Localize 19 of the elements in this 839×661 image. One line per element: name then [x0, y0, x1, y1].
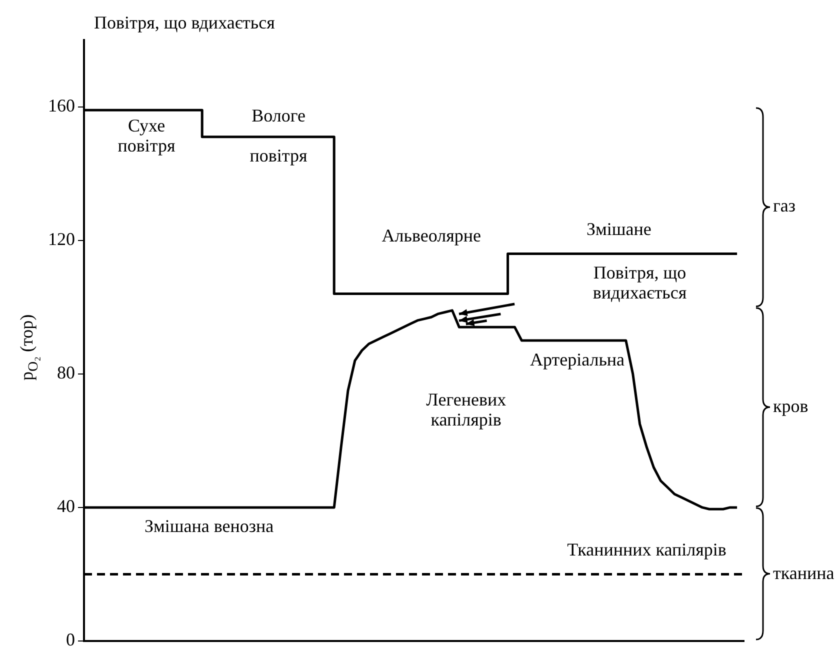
y-tick-label: 120	[48, 229, 75, 250]
text: тканина	[773, 562, 834, 583]
annotation: Сухе повітря	[118, 116, 176, 156]
y-tick-label: 80	[57, 362, 75, 383]
y-tick-label: 160	[48, 96, 75, 116]
annotation: Повітря, що видихається	[592, 262, 687, 302]
annotation: Тканинних капілярів	[567, 540, 726, 560]
y-axis-title: pO₂ (тор)	[16, 314, 42, 380]
chart-title: Повітря, що вдихається	[94, 12, 275, 33]
annotation: Альвеолярне	[382, 226, 481, 246]
annotation: Вологе повітря	[250, 106, 308, 166]
y-tick-label: 40	[57, 496, 75, 516]
annotation: Легеневих капілярів	[426, 389, 506, 430]
y-tick-label: 0	[66, 630, 75, 650]
annotation: Змішана венозна	[144, 516, 274, 536]
text: газ	[773, 196, 796, 216]
text: кров	[773, 396, 808, 416]
annotation: Артеріальна	[530, 349, 625, 370]
annotation: Змішане	[586, 219, 652, 240]
